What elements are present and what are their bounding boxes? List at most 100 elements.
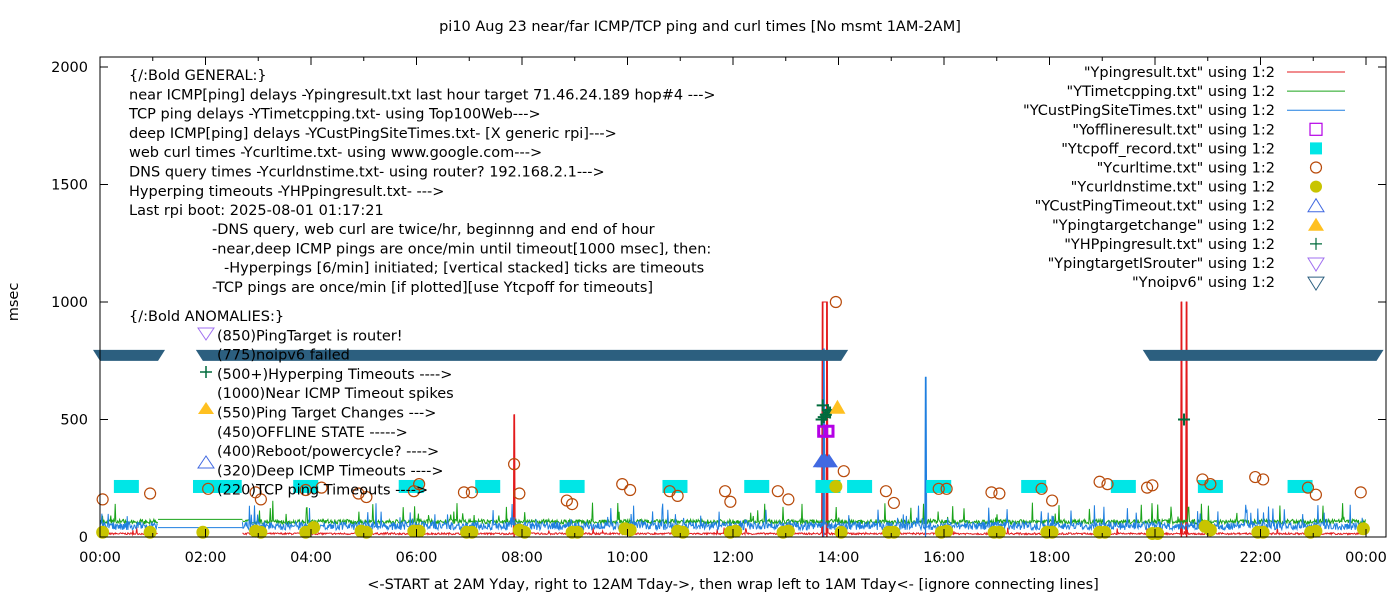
curltime-marker xyxy=(985,486,998,499)
tcpoff-marker xyxy=(559,479,585,493)
annotation-general-line: Hyperping timeouts -YHPpingresult.txt- -… xyxy=(129,184,444,200)
curltime-marker xyxy=(993,487,1006,500)
curltime-marker xyxy=(1146,479,1159,492)
annotation-note-line: -TCP pings are once/min [if plotted][use… xyxy=(212,280,653,296)
curldnstime-marker xyxy=(570,525,584,539)
curltime-marker xyxy=(1140,481,1154,494)
legend: "Ypingresult.txt" using 1:2 "YTimetcpping… xyxy=(1023,65,1345,291)
curldnstime-marker xyxy=(1356,522,1370,536)
hpping-marker xyxy=(1178,413,1191,426)
curltime-marker xyxy=(1301,481,1315,494)
annotation-anomaly-line: (320)Deep ICMP Timeouts ----> xyxy=(217,463,444,479)
legend-label: "YHPpingresult.txt" using 1:2 xyxy=(1064,237,1275,253)
curltime-marker xyxy=(360,490,373,504)
plot-layer xyxy=(93,295,1384,540)
curltime-marker xyxy=(616,478,629,491)
curltime-marker xyxy=(465,486,478,499)
x-tick-label: 18:00 xyxy=(1029,550,1071,566)
tcpoff-marker xyxy=(216,479,242,493)
curldnstime-marker xyxy=(96,525,110,539)
annotation-general-line: deep ICMP[ping] delays -YCustPingSiteTim… xyxy=(129,126,617,142)
anomaly-targetchange-icon xyxy=(198,402,214,414)
legend-label: "Ynoipv6" using 1:2 xyxy=(1132,275,1275,291)
x-tick-label: 08:00 xyxy=(501,550,543,566)
legend-swatch xyxy=(1310,180,1322,193)
curltime-marker xyxy=(202,482,215,495)
tcpoff-marker xyxy=(1110,479,1136,493)
curltime-marker xyxy=(879,485,893,498)
legend-swatch xyxy=(1310,237,1322,250)
curltime-marker xyxy=(254,493,267,506)
series-tcp-line xyxy=(100,500,1366,526)
anomaly-hyperping-icon xyxy=(200,366,212,378)
x-tick-label: 04:00 xyxy=(290,550,332,566)
x-tick-label: 06:00 xyxy=(396,550,438,566)
x-tick-label: 16:00 xyxy=(923,550,965,566)
curltime-marker xyxy=(507,458,521,471)
curltime-marker xyxy=(566,498,579,511)
x-tick-label: 00:00 xyxy=(79,550,121,566)
curltime-marker xyxy=(1204,478,1217,491)
legend-swatch xyxy=(1307,276,1325,292)
tcpoff-marker xyxy=(847,479,873,493)
annotation-anomaly-line: (500+)Hyperping Timeouts ----> xyxy=(217,367,452,383)
legend-label: "Ycurltime.txt" using 1:2 xyxy=(1097,161,1275,177)
annotation-anomaly-line: (400)Reboot/powercycle? ----> xyxy=(217,444,439,460)
curldnstime-marker xyxy=(143,525,157,539)
annotation-note-line: -DNS query, web curl are twice/hr, begin… xyxy=(212,222,655,238)
annotation-anomaly-line: (850)PingTarget is router! xyxy=(217,328,403,344)
curldnstime-marker xyxy=(1045,525,1059,539)
curltime-marker xyxy=(887,496,900,510)
tcpoff-marker xyxy=(193,479,218,493)
anomaly-router-icon xyxy=(197,327,215,341)
curltime-marker xyxy=(1249,470,1262,484)
curltime-marker xyxy=(299,483,312,497)
legend-label: "Ypingresult.txt" using 1:2 xyxy=(1084,65,1275,81)
curldnstime-marker xyxy=(412,524,426,538)
legend-label: "Ytcpoff_record.txt" using 1:2 xyxy=(1061,141,1275,157)
curldnstime-marker xyxy=(676,525,690,539)
annotation-anomaly-line: (1000)Near ICMP Timeout spikes xyxy=(217,386,454,402)
curldnstime-marker xyxy=(307,521,321,535)
curltime-marker xyxy=(829,295,842,309)
annotation-general-line: Last rpi boot: 2025-08-01 01:17:21 xyxy=(129,203,384,219)
noipv6-band xyxy=(1142,349,1384,361)
curltime-marker xyxy=(1354,486,1367,499)
curldnstime-marker xyxy=(729,524,743,538)
curltime-marker xyxy=(837,465,850,478)
curldnstime-marker xyxy=(465,525,479,539)
custping-timeout-marker xyxy=(820,453,838,468)
curldnstime-marker xyxy=(887,525,901,539)
annotations: {/:Bold GENERAL:} near ICMP[ping] delays … xyxy=(128,68,716,499)
y-tick-label: 2000 xyxy=(51,60,88,76)
tcpoff-marker xyxy=(475,479,501,493)
curltime-marker xyxy=(144,487,157,500)
noipv6-band xyxy=(93,349,166,361)
legend-swatch xyxy=(1310,142,1322,155)
curldnstime-marker xyxy=(1309,524,1323,538)
axes: 0 500 1000 1500 2000 00:00 02:00 04:00 06:00 08:0… xyxy=(51,56,1387,566)
curltime-marker xyxy=(1046,494,1059,507)
curldnstime-marker xyxy=(1098,525,1112,539)
curldnstime-marker xyxy=(254,525,268,539)
tcpoff-marker xyxy=(113,479,139,493)
annotation-general-line: DNS query times -Ycurldnstime.txt- using… xyxy=(129,165,605,181)
tcpoff-marker xyxy=(662,479,688,493)
curltime-marker xyxy=(1101,478,1114,491)
curltime-marker xyxy=(718,485,732,498)
offline-marker xyxy=(823,424,835,438)
curltime-marker xyxy=(1093,475,1106,488)
curldnstime-marker xyxy=(940,524,954,538)
tcpoff-marker xyxy=(926,479,952,493)
curltime-marker xyxy=(932,482,945,495)
legend-swatch xyxy=(1308,217,1324,231)
x-tick-label: 20:00 xyxy=(1134,550,1176,566)
curldnstime-marker xyxy=(623,523,637,537)
x-tick-label: 02:00 xyxy=(185,550,227,566)
legend-swatch xyxy=(1309,122,1323,136)
legend-label: "Ypingtargetchange" using 1:2 xyxy=(1052,218,1275,234)
curltime-marker xyxy=(513,487,526,500)
legend-label: "YpingtargetISrouter" using 1:2 xyxy=(1048,256,1275,272)
legend-label: "Yofflineresult.txt" using 1:2 xyxy=(1072,122,1275,138)
x-tick-label: 12:00 xyxy=(712,550,754,566)
